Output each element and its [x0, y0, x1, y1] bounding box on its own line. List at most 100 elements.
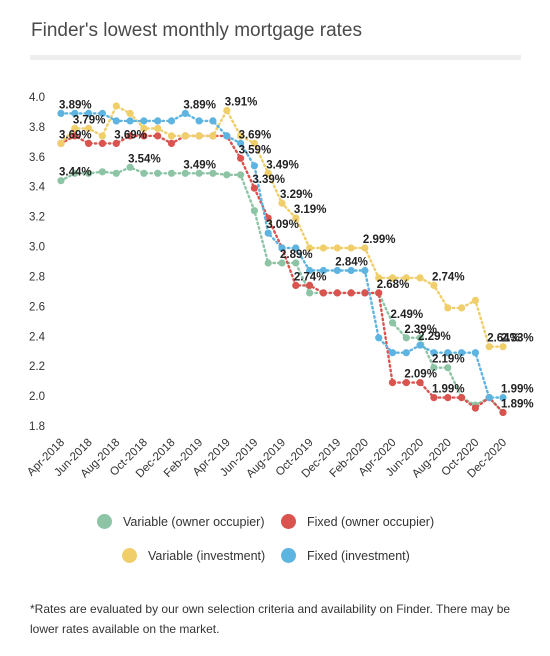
data-point[interactable] — [195, 117, 203, 125]
data-point[interactable] — [430, 394, 438, 402]
data-point[interactable] — [112, 169, 120, 177]
data-point[interactable] — [485, 343, 493, 351]
legend-item-variable-owner-occupier[interactable]: Variable (owner occupier) — [97, 514, 265, 529]
data-point[interactable] — [98, 139, 106, 147]
data-point[interactable] — [71, 109, 79, 117]
data-point[interactable] — [57, 139, 65, 147]
data-point[interactable] — [319, 244, 327, 252]
data-point[interactable] — [209, 169, 217, 177]
data-point[interactable] — [237, 171, 245, 179]
data-point[interactable] — [444, 304, 452, 312]
data-point[interactable] — [402, 334, 410, 342]
data-point[interactable] — [388, 319, 397, 327]
data-point[interactable] — [140, 124, 148, 132]
data-point[interactable] — [98, 132, 106, 140]
data-point[interactable] — [71, 169, 79, 177]
data-point[interactable] — [126, 132, 134, 140]
data-point[interactable] — [361, 289, 369, 297]
data-point[interactable] — [333, 289, 341, 297]
data-point[interactable] — [471, 296, 479, 304]
data-point[interactable] — [471, 404, 479, 412]
data-point[interactable] — [85, 124, 93, 132]
data-point[interactable] — [181, 169, 189, 177]
data-point[interactable] — [250, 139, 258, 147]
data-point[interactable] — [264, 259, 272, 267]
data-point[interactable] — [292, 259, 300, 267]
data-point[interactable] — [126, 109, 134, 117]
data-point[interactable] — [237, 139, 245, 147]
data-point[interactable] — [416, 274, 424, 282]
data-point[interactable] — [444, 394, 452, 402]
data-point[interactable] — [375, 274, 383, 282]
data-point[interactable] — [444, 349, 452, 357]
data-point[interactable] — [278, 244, 286, 252]
legend-item-fixed-owner-occupier[interactable]: Fixed (owner occupier) — [281, 514, 434, 529]
data-point[interactable] — [140, 132, 148, 140]
data-point[interactable] — [444, 364, 452, 372]
data-point[interactable] — [85, 139, 93, 147]
data-point[interactable] — [250, 162, 258, 170]
data-point[interactable] — [499, 408, 507, 417]
data-point[interactable] — [154, 132, 162, 140]
data-point[interactable] — [140, 169, 148, 177]
data-point[interactable] — [112, 139, 120, 147]
data-point[interactable] — [85, 169, 93, 177]
data-point[interactable] — [278, 259, 286, 267]
data-point[interactable] — [471, 349, 479, 357]
data-point[interactable] — [154, 124, 162, 132]
data-point[interactable] — [57, 177, 65, 185]
data-point[interactable] — [361, 244, 369, 252]
data-point[interactable] — [223, 106, 231, 115]
data-point[interactable] — [485, 394, 493, 402]
legend-item-fixed-investment[interactable]: Fixed (investment) — [281, 548, 410, 563]
data-point[interactable] — [388, 349, 397, 357]
data-point[interactable] — [402, 379, 410, 387]
data-point[interactable] — [319, 266, 327, 275]
data-point[interactable] — [499, 394, 507, 402]
data-point[interactable] — [333, 266, 341, 275]
data-point[interactable] — [167, 132, 176, 140]
data-point[interactable] — [347, 266, 355, 275]
data-point[interactable] — [167, 139, 176, 147]
data-point[interactable] — [223, 171, 231, 179]
data-point[interactable] — [458, 349, 466, 357]
data-point[interactable] — [306, 281, 314, 289]
data-point[interactable] — [140, 117, 148, 125]
data-point[interactable] — [319, 289, 327, 297]
data-point[interactable] — [250, 184, 258, 192]
data-point[interactable] — [223, 132, 231, 140]
data-point[interactable] — [209, 117, 217, 125]
data-point[interactable] — [416, 341, 424, 349]
data-point[interactable] — [416, 379, 424, 387]
data-point[interactable] — [237, 154, 245, 162]
data-point[interactable] — [167, 117, 176, 125]
data-point[interactable] — [347, 244, 355, 252]
data-point[interactable] — [167, 169, 176, 177]
data-point[interactable] — [57, 109, 65, 117]
data-point[interactable] — [264, 169, 272, 177]
data-point[interactable] — [306, 244, 314, 252]
data-point[interactable] — [112, 102, 120, 110]
data-point[interactable] — [126, 163, 134, 171]
data-point[interactable] — [181, 132, 189, 140]
data-point[interactable] — [430, 281, 438, 289]
data-point[interactable] — [112, 117, 120, 125]
data-point[interactable] — [458, 304, 466, 312]
data-point[interactable] — [292, 214, 300, 222]
data-point[interactable] — [154, 169, 162, 177]
data-point[interactable] — [306, 289, 314, 297]
data-point[interactable] — [347, 289, 355, 297]
data-point[interactable] — [71, 124, 79, 132]
data-point[interactable] — [195, 169, 203, 177]
data-point[interactable] — [250, 207, 258, 215]
data-point[interactable] — [237, 132, 245, 140]
data-point[interactable] — [264, 229, 272, 237]
data-point[interactable] — [306, 266, 314, 275]
data-point[interactable] — [388, 274, 397, 282]
data-point[interactable] — [181, 109, 189, 117]
data-point[interactable] — [98, 109, 106, 117]
data-point[interactable] — [264, 214, 272, 222]
data-point[interactable] — [278, 199, 286, 207]
data-point[interactable] — [71, 132, 79, 140]
data-point[interactable] — [209, 132, 217, 140]
